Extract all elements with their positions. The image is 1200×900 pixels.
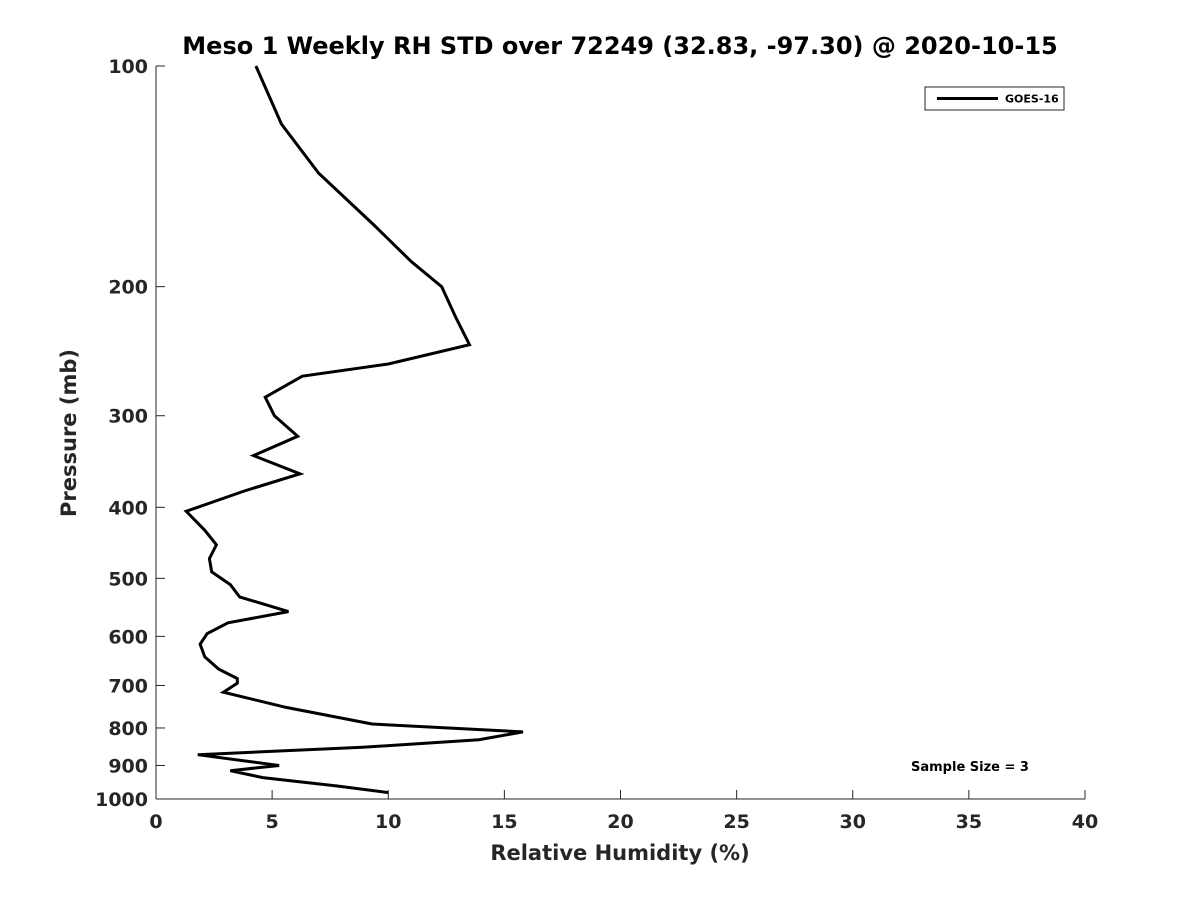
x-tick-label: 15 xyxy=(491,811,517,833)
y-tick-label: 500 xyxy=(108,568,148,590)
y-axis-ticks: 100 200 300 400 500 600 700 800 900 1000 xyxy=(95,56,165,811)
x-tick-label: 30 xyxy=(840,811,866,833)
y-tick-label: 600 xyxy=(108,626,148,648)
x-tick-label: 0 xyxy=(149,811,162,833)
y-axis-label: Pressure (mb) xyxy=(57,349,81,517)
y-tick-label: 700 xyxy=(108,675,148,697)
legend: GOES-16 xyxy=(924,86,1065,111)
x-tick-label: 20 xyxy=(607,811,633,833)
y-tick-label: 1000 xyxy=(95,789,148,811)
y-tick-label: 200 xyxy=(108,277,148,299)
series-line-goes-16 xyxy=(183,65,524,795)
y-tick-label: 400 xyxy=(108,497,148,519)
y-tick-label: 100 xyxy=(108,56,148,78)
y-tick-label: 900 xyxy=(108,755,148,777)
y-tick-label: 800 xyxy=(108,718,148,740)
x-tick-label: 40 xyxy=(1072,811,1098,833)
x-tick-label: 5 xyxy=(266,811,279,833)
x-axis-label: Relative Humidity (%) xyxy=(490,841,749,865)
sample-size-annotation: Sample Size = 3 xyxy=(911,760,1029,775)
x-tick-label: 10 xyxy=(375,811,401,833)
x-tick-label: 25 xyxy=(723,811,749,833)
x-axis-ticks: 0 5 10 15 20 25 30 35 40 xyxy=(149,790,1098,833)
chart-title: Meso 1 Weekly RH STD over 72249 (32.83, … xyxy=(182,32,1057,60)
series-layer xyxy=(183,65,524,795)
y-tick-label: 300 xyxy=(108,406,148,428)
legend-label-goes-16: GOES-16 xyxy=(1005,93,1059,106)
x-tick-label: 35 xyxy=(956,811,982,833)
